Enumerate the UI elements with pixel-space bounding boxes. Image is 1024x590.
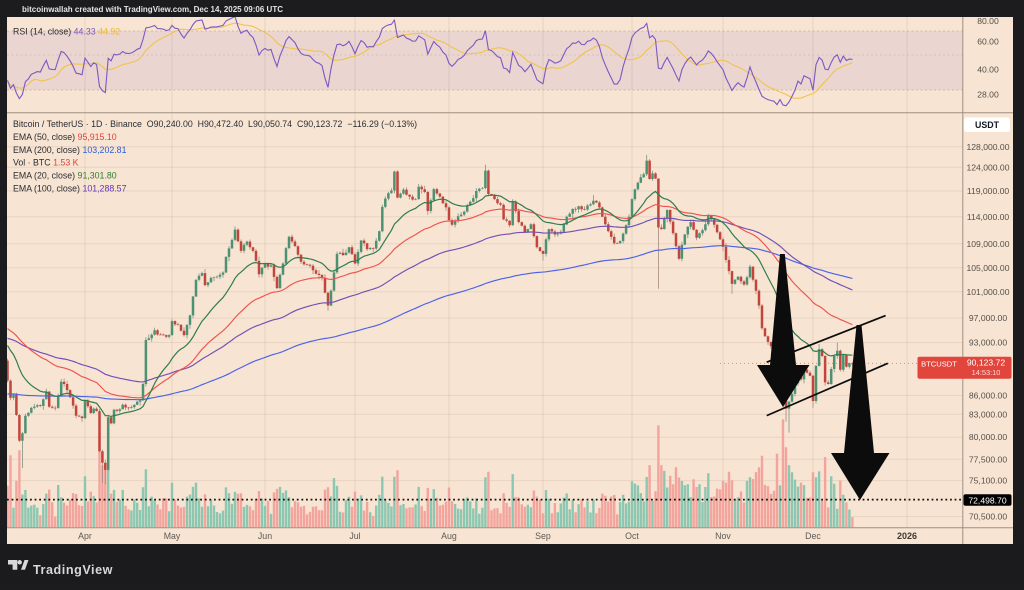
svg-text:14:53:10: 14:53:10 <box>972 368 1001 377</box>
svg-text:BTCUSDT: BTCUSDT <box>921 359 957 368</box>
svg-text:93,000.00: 93,000.00 <box>969 338 1007 348</box>
svg-text:Aug: Aug <box>441 531 457 541</box>
svg-text:101,000.00: 101,000.00 <box>966 287 1009 297</box>
svg-text:Bitcoin / TetherUS · 1D · Bina: Bitcoin / TetherUS · 1D · Binance O90,24… <box>13 119 417 129</box>
svg-text:60.00: 60.00 <box>977 36 999 46</box>
svg-text:RSI (14, close) 44.33 44.92: RSI (14, close) 44.33 44.92 <box>13 27 120 37</box>
svg-text:Nov: Nov <box>715 531 731 541</box>
svg-text:Jun: Jun <box>258 531 272 541</box>
svg-text:EMA (50, close) 95,915.10: EMA (50, close) 95,915.10 <box>13 132 117 142</box>
svg-text:128,000.00: 128,000.00 <box>966 142 1009 152</box>
svg-text:90,123.72: 90,123.72 <box>967 358 1005 368</box>
svg-text:124,000.00: 124,000.00 <box>966 162 1009 172</box>
svg-text:80,000.00: 80,000.00 <box>969 432 1007 442</box>
svg-text:TradingView: TradingView <box>33 563 113 577</box>
svg-text:Apr: Apr <box>78 531 92 541</box>
svg-text:70,500.00: 70,500.00 <box>969 512 1007 522</box>
svg-text:EMA (100, close) 101,288.57: EMA (100, close) 101,288.57 <box>13 184 127 194</box>
svg-text:Vol · BTC 1.53 K: Vol · BTC 1.53 K <box>13 158 79 168</box>
svg-text:40.00: 40.00 <box>977 65 999 75</box>
svg-text:114,000.00: 114,000.00 <box>967 212 1010 222</box>
svg-text:77,500.00: 77,500.00 <box>969 454 1007 464</box>
svg-text:97,000.00: 97,000.00 <box>969 313 1007 323</box>
svg-text:72,498.70: 72,498.70 <box>968 495 1006 505</box>
svg-text:86,000.00: 86,000.00 <box>969 390 1007 400</box>
svg-text:EMA (200, close) 103,202.81: EMA (200, close) 103,202.81 <box>13 145 127 155</box>
svg-text:Oct: Oct <box>625 531 639 541</box>
svg-text:Dec: Dec <box>805 531 821 541</box>
svg-text:Sep: Sep <box>535 531 551 541</box>
svg-text:119,000.00: 119,000.00 <box>967 186 1010 196</box>
svg-text:80.00: 80.00 <box>977 16 999 26</box>
svg-text:83,000.00: 83,000.00 <box>969 409 1007 419</box>
svg-text:105,000.00: 105,000.00 <box>966 263 1009 273</box>
svg-text:109,000.00: 109,000.00 <box>966 239 1009 249</box>
svg-text:Jul: Jul <box>349 531 360 541</box>
svg-text:75,100.00: 75,100.00 <box>969 476 1007 486</box>
svg-text:28.00: 28.00 <box>977 89 999 99</box>
svg-text:EMA (20, close) 91,301.80: EMA (20, close) 91,301.80 <box>13 171 117 181</box>
svg-text:bitcoinwallah created with Tra: bitcoinwallah created with TradingView.c… <box>22 5 283 14</box>
svg-text:2026: 2026 <box>897 531 917 541</box>
svg-text:USDT: USDT <box>975 120 1000 130</box>
svg-text:May: May <box>164 531 181 541</box>
